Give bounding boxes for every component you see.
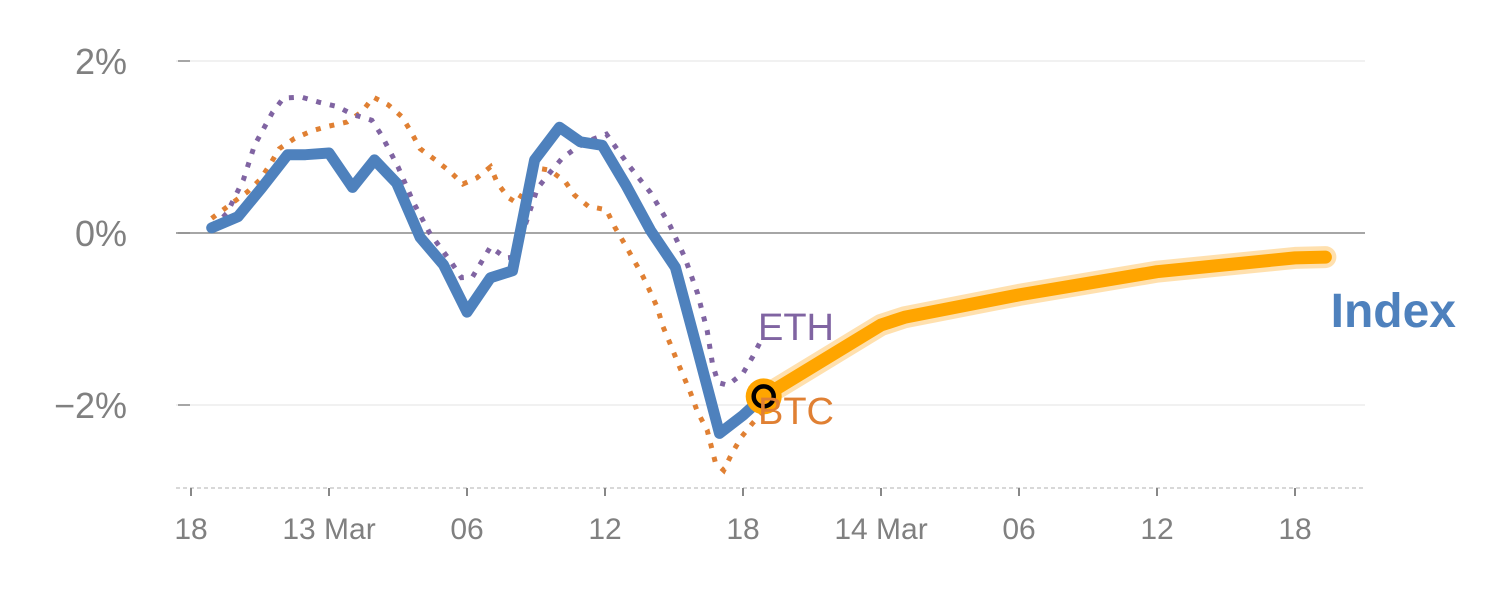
current-marker-outer (745, 378, 782, 415)
y-tick-label: 0% (75, 213, 127, 254)
index-line (206, 121, 770, 439)
x-tick-label: 12 (1140, 513, 1173, 546)
x-tick-label: 13 Mar (282, 513, 375, 546)
x-tick-label: 18 (174, 513, 207, 546)
projection-line (757, 250, 1332, 403)
projection-halo (752, 246, 1337, 408)
series-labels: ETH BTC Index (758, 285, 1456, 433)
current-marker-ring (751, 384, 776, 409)
x-tick-label: 06 (450, 513, 483, 546)
x-tick-label: 18 (1278, 513, 1311, 546)
x-axis: 18 13 Mar 06 12 18 14 Mar 06 12 18 (174, 487, 1365, 546)
y-tick-label: −2% (54, 385, 127, 426)
eth-label: ETH (758, 307, 834, 349)
y-tick-label: 2% (75, 41, 127, 82)
grid (176, 60, 1365, 406)
btc-label: BTC (758, 391, 834, 433)
y-axis: 2% 0% −2% (54, 41, 190, 426)
x-tick-label: 12 (588, 513, 621, 546)
series-lines (206, 93, 1337, 475)
x-tick-label: 18 (726, 513, 759, 546)
x-tick-label: 06 (1002, 513, 1035, 546)
btc-line (210, 93, 765, 475)
index-label: Index (1331, 285, 1457, 338)
x-tick-label: 14 Mar (834, 513, 927, 546)
